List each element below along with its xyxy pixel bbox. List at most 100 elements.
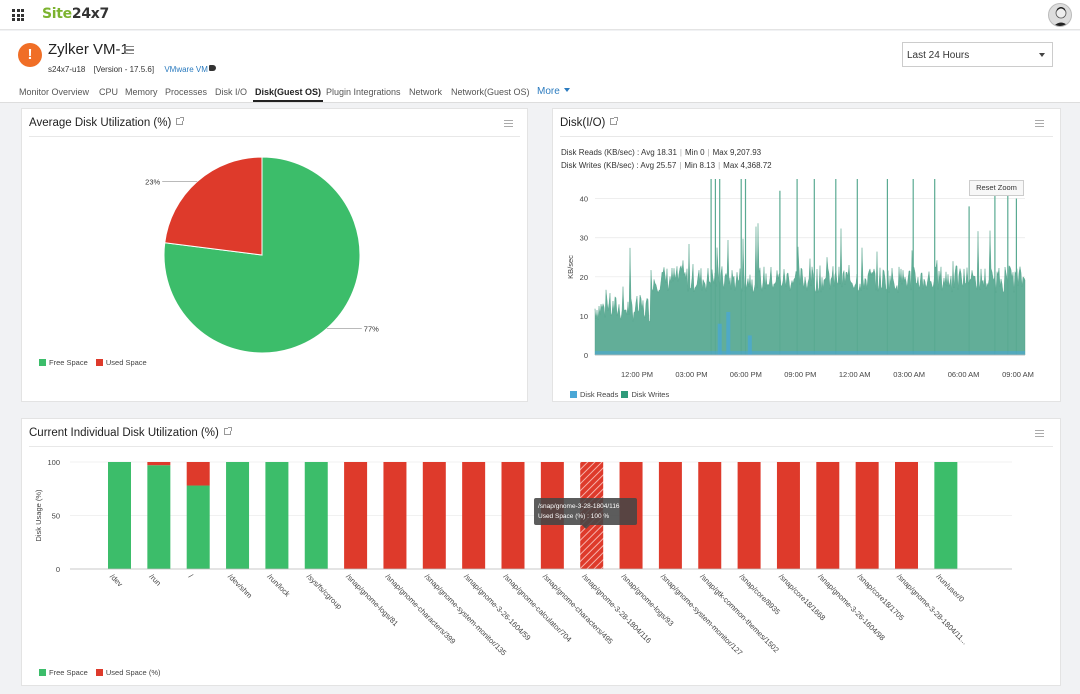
bar-used-space[interactable] — [147, 462, 171, 466]
y-tick-label: 0 — [584, 351, 588, 360]
app-grid-icon[interactable] — [12, 9, 24, 21]
bar-used-space[interactable] — [383, 462, 407, 569]
stat-label: Disk Writes (KB/sec) : — [561, 161, 639, 170]
pie-legend: Free Space Used Space — [39, 358, 147, 367]
bar-used-space[interactable] — [776, 462, 800, 569]
bar-free-space[interactable] — [226, 462, 250, 569]
external-link-icon[interactable] — [610, 117, 619, 125]
bar-used-space[interactable] — [501, 462, 525, 569]
alert-status-icon: ! — [18, 43, 42, 67]
y-tick-label: 20 — [580, 273, 588, 282]
external-link-icon[interactable] — [176, 117, 185, 125]
monitor-host: s24x7-u18 — [48, 65, 86, 74]
tab-more[interactable]: More — [537, 86, 570, 97]
tab-network-guest-os[interactable]: Network(Guest OS) — [451, 87, 530, 97]
chevron-down-icon — [1039, 53, 1045, 57]
tab-processes[interactable]: Processes — [165, 87, 208, 97]
panel-menu-icon[interactable] — [504, 120, 513, 127]
bar-used-space[interactable] — [344, 462, 368, 569]
bar-free-space[interactable] — [265, 462, 289, 569]
bar-used-space[interactable] — [186, 462, 210, 486]
bar-free-space[interactable] — [186, 485, 210, 569]
legend-item-used[interactable]: Used Space (%) — [95, 668, 160, 677]
pie-data-label: 77% — [364, 325, 379, 334]
divider — [29, 446, 1053, 447]
bar-used-space[interactable] — [816, 462, 840, 569]
x-tick-label: /snap/core/8935 — [738, 572, 782, 616]
monitor-type-link[interactable]: VMware VM — [164, 65, 208, 74]
tab-plugin-integrations[interactable]: Plugin Integrations — [326, 87, 401, 97]
legend-item-free[interactable]: Free Space — [39, 668, 88, 677]
y-tick-label: 50 — [52, 512, 60, 521]
tab-disk-io[interactable]: Disk I/O — [215, 87, 248, 97]
bar-used-space[interactable] — [737, 462, 761, 569]
tab-network[interactable]: Network — [409, 87, 443, 97]
monitor-meta: s24x7-u18 [Version - 17.5.6] VMware VM — [48, 65, 208, 74]
x-tick-label: 09:00 PM — [784, 370, 816, 379]
bar-free-space[interactable] — [304, 462, 328, 569]
panel-title: Disk(I/O) — [560, 117, 619, 129]
bar-used-space[interactable] — [658, 462, 682, 569]
series-disk-reads-area — [595, 351, 1025, 355]
x-tick-label: /snap/gnome-3-28-1804/11... — [895, 572, 969, 646]
user-avatar[interactable] — [1048, 3, 1072, 27]
legend-item-reads[interactable]: Disk Reads — [570, 390, 618, 399]
stat-max: Max 9,207.93 — [712, 148, 762, 157]
x-tick-label: /dev/shm — [226, 572, 254, 600]
panel-title-text: Current Individual Disk Utilization (%) — [29, 427, 219, 439]
monitor-name: Zylker VM-1 — [48, 41, 129, 58]
panel-menu-icon[interactable] — [1035, 120, 1044, 127]
time-range-select[interactable]: Last 24 Hours — [902, 42, 1053, 67]
pie-slice-used-space[interactable] — [164, 156, 263, 256]
external-link-icon[interactable] — [223, 427, 232, 435]
legend-item-writes[interactable]: Disk Writes — [621, 390, 669, 399]
monitor-tabs: Monitor Overview CPU Memory Processes Di… — [0, 84, 1080, 102]
x-tick-label: /snap/gnome-characters/399 — [384, 572, 458, 646]
reads-spike — [726, 311, 731, 355]
reads-spike — [717, 323, 722, 355]
panel-title-text: Disk(I/O) — [560, 117, 606, 129]
bar-free-space[interactable] — [934, 462, 958, 569]
legend-label: Free Space — [49, 668, 88, 677]
disk-writes-stats: Disk Writes (KB/sec) : Avg 25.57 | Min 8.1… — [561, 161, 772, 170]
bar-used-space[interactable] — [895, 462, 918, 569]
stat-min: Min 8.13 — [684, 161, 716, 170]
x-tick-label: /run/lock — [265, 572, 292, 599]
bar-used-space[interactable] — [462, 462, 486, 569]
y-axis-label: KB/sec — [566, 255, 575, 279]
reset-zoom-button[interactable]: Reset Zoom — [969, 180, 1024, 196]
monitor-menu-icon[interactable] — [124, 46, 134, 54]
divider — [29, 136, 520, 137]
bar-free-space[interactable] — [108, 462, 131, 569]
legend-swatch — [39, 359, 46, 366]
legend-swatch — [39, 669, 46, 676]
bar-tooltip: /snap/gnome-3-28-1804/116 Used Space (%)… — [534, 498, 637, 529]
y-tick-label: 10 — [580, 312, 588, 321]
legend-item-free[interactable]: Free Space — [39, 358, 88, 367]
disk-reads-stats: Disk Reads (KB/sec) : Avg 18.31 | Min 0 | Ma… — [561, 148, 762, 157]
bar-free-space[interactable] — [147, 465, 171, 569]
tab-memory[interactable]: Memory — [125, 87, 158, 97]
tab-monitor-overview[interactable]: Monitor Overview — [19, 87, 90, 97]
y-tick-label: 40 — [580, 195, 588, 204]
tab-disk-guest-os[interactable]: Disk(Guest OS) — [252, 87, 324, 102]
bar-used-space[interactable] — [422, 462, 446, 569]
legend-item-used[interactable]: Used Space — [95, 358, 147, 367]
stat-max: Max 4,368.72 — [723, 161, 772, 170]
panel-menu-icon[interactable] — [1035, 430, 1044, 437]
x-tick-label: /snap/gnome-3-28-1804/116 — [580, 572, 653, 645]
time-range-value: Last 24 Hours — [907, 50, 970, 61]
legend-swatch — [95, 669, 103, 676]
tag-icon[interactable] — [209, 65, 216, 71]
tab-cpu[interactable]: CPU — [99, 87, 119, 97]
legend-swatch — [95, 359, 103, 366]
bar-used-space[interactable] — [855, 462, 879, 569]
monitor-header: ! Zylker VM-1 s24x7-u18 [Version - 17.5.… — [0, 31, 1080, 103]
reads-spike — [747, 335, 752, 355]
disk-io-chart: 0 10 20 30 40 KB/sec 12:00 PM 03:00 PM 06:00 PM 0… — [566, 179, 1034, 379]
x-tick-label: /run — [147, 572, 163, 588]
site24x7-logo[interactable]: Site24x7 — [42, 6, 109, 22]
legend-label: Disk Reads — [580, 390, 619, 399]
x-tick-label: /snap/gnome-characters/495 — [541, 572, 615, 646]
bar-used-space[interactable] — [698, 462, 722, 569]
